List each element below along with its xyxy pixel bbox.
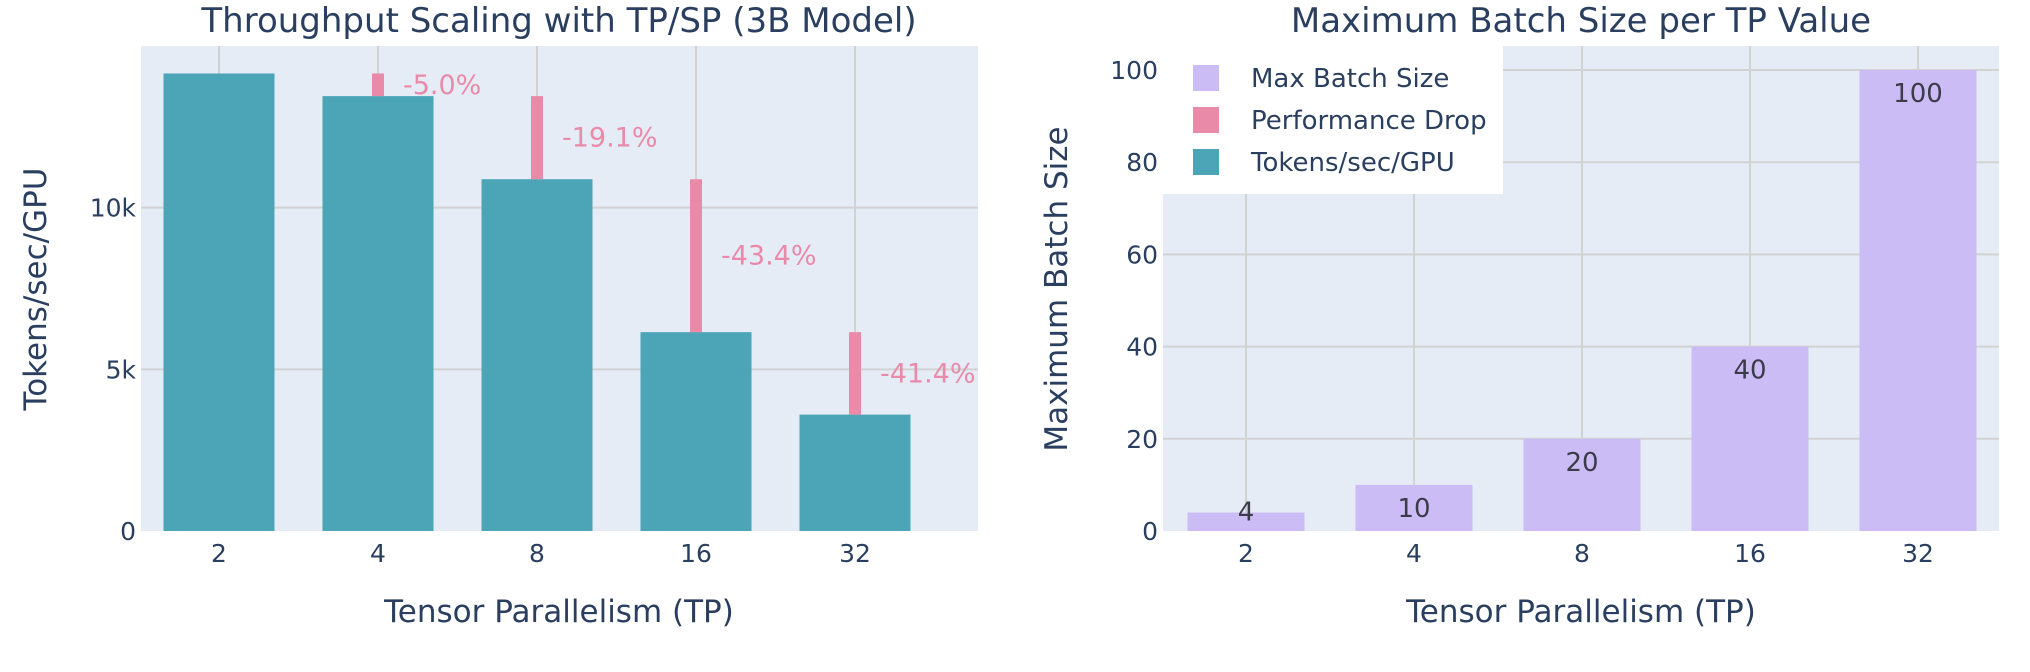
right-bar-tp-4 [1355, 484, 1473, 531]
drop-bar-tp-8 [531, 96, 543, 180]
right-x-tick-label: 2 [1238, 539, 1254, 568]
drop-label-tp-8: -19.1% [562, 123, 658, 154]
throughput-ticks: 0 5k 10k 2 4 8 16 32 [90, 194, 871, 568]
legend-swatch [1193, 107, 1219, 133]
batch-y-axis-title: Maximum Batch Size [1039, 126, 1075, 451]
left-bar-tp-32 [799, 414, 911, 531]
batch-x-axis-title: Tensor Parallelism (TP) [1405, 594, 1756, 630]
left-bar-tp-4 [322, 96, 434, 531]
drop-bar-tp-16 [690, 179, 702, 333]
right-y-tick-label: 0 [1142, 517, 1158, 546]
right-bar-tp-16 [1691, 346, 1809, 531]
right-y-tick-label: 60 [1126, 240, 1158, 269]
batch-ticks: 0 20 40 60 80 100 2 4 8 16 32 [1110, 56, 1934, 568]
right-y-tick-label: 80 [1126, 148, 1158, 177]
batch-bars: 4 10 20 40 100 [1187, 70, 1977, 531]
legend: Max Batch Size Performance Drop Tokens/sec… [1163, 46, 1503, 194]
right-x-tick-label: 8 [1574, 539, 1590, 568]
right-bar-tp-2 [1187, 512, 1305, 531]
throughput-chart-title: Throughput Scaling with TP/SP (3B Model) [200, 1, 916, 41]
right-x-tick-label: 32 [1902, 539, 1934, 568]
right-y-tick-label: 40 [1126, 333, 1158, 362]
legend-swatch [1193, 65, 1219, 91]
throughput-bars [163, 73, 911, 532]
left-y-tick-label: 5k [106, 355, 137, 384]
legend-item-label: Max Batch Size [1251, 64, 1449, 94]
right-bar-label: 10 [1397, 494, 1430, 524]
legend-background [1163, 46, 1503, 194]
drop-label-tp-4: -5.0% [403, 70, 481, 101]
drop-label-tp-16: -43.4% [721, 241, 817, 272]
batch-chart-title: Maximum Batch Size per TP Value [1291, 1, 1871, 41]
right-y-tick-label: 100 [1110, 56, 1158, 85]
right-bar-label: 4 [1238, 498, 1255, 528]
left-y-tick-label: 0 [120, 517, 136, 546]
right-x-tick-label: 16 [1734, 539, 1766, 568]
left-bar-tp-2 [163, 73, 275, 531]
drop-label-tp-32: -41.4% [880, 358, 976, 389]
left-x-tick-label: 4 [370, 539, 386, 568]
throughput-drop-bars: -5.0% -19.1% -43.4% -41.4% [372, 70, 976, 415]
right-bar-label: 20 [1565, 448, 1598, 478]
right-x-tick-label: 4 [1406, 539, 1422, 568]
left-y-tick-label: 10k [90, 194, 137, 223]
throughput-chart: -5.0% -19.1% -43.4% -41.4% 0 5k 10k 2 4 8 16 32 Th… [18, 1, 978, 630]
drop-bar-tp-32 [849, 332, 861, 415]
left-x-tick-label: 8 [529, 539, 545, 568]
left-x-tick-label: 16 [680, 539, 712, 568]
left-bar-tp-8 [481, 179, 593, 532]
legend-item-label: Tokens/sec/GPU [1250, 148, 1455, 178]
right-bar-label: 100 [1893, 79, 1943, 109]
legend-swatch [1193, 149, 1219, 175]
throughput-y-axis-title: Tokens/sec/GPU [18, 168, 54, 412]
drop-bar-tp-4 [372, 73, 384, 97]
right-bar-label: 40 [1733, 356, 1766, 386]
left-bar-tp-16 [640, 332, 752, 531]
right-y-tick-label: 20 [1126, 425, 1158, 454]
left-x-tick-label: 2 [211, 539, 227, 568]
batch-size-chart: 4 10 20 40 100 0 20 40 60 80 100 2 4 8 16 32 Maximum B… [1039, 1, 1999, 630]
legend-item-label: Performance Drop [1251, 106, 1487, 136]
right-bar-tp-32 [1859, 70, 1977, 531]
throughput-x-axis-title: Tensor Parallelism (TP) [383, 594, 734, 630]
left-x-tick-label: 32 [839, 539, 871, 568]
right-bar-tp-8 [1523, 438, 1641, 531]
